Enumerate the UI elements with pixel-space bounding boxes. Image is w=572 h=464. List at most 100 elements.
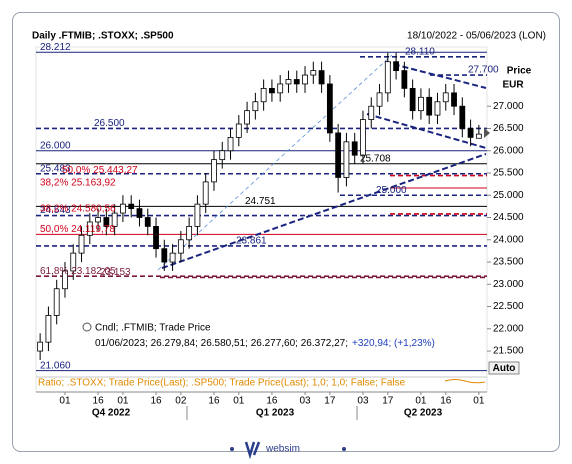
candle-body xyxy=(351,141,358,156)
price-pointer xyxy=(484,128,490,138)
candle-body xyxy=(227,136,234,152)
candle-body xyxy=(343,141,350,178)
x-tick-label: 01 xyxy=(415,396,427,407)
candle-body xyxy=(451,92,457,107)
level-label: 50,0% 24.119,78 xyxy=(40,224,115,235)
candle-body xyxy=(310,70,317,76)
candle-body xyxy=(318,70,325,85)
candle-body xyxy=(384,61,391,94)
ohlc: 01/06/2023; 26.279,84; 26.580,51; 26.277… xyxy=(95,338,348,349)
candle-body xyxy=(103,217,110,227)
x-tick-label: 02 xyxy=(175,396,187,407)
y-tick-label: 25.500 xyxy=(493,168,524,179)
x-tick-label: 16 xyxy=(93,396,105,407)
candle-body xyxy=(95,217,101,223)
candle-body xyxy=(260,88,267,103)
level-label: 23.153 xyxy=(100,267,131,278)
level-label: 25.708 xyxy=(360,153,391,164)
candle-body xyxy=(418,96,424,112)
candle-body xyxy=(285,79,292,85)
candle-body xyxy=(153,226,159,250)
candle-body xyxy=(70,252,77,272)
level-label: 28.212 xyxy=(40,42,71,53)
candle-body xyxy=(302,74,308,85)
candle-body xyxy=(459,105,466,129)
y-axis-unit: EUR xyxy=(502,80,524,91)
quarter-label: Q4 2022 xyxy=(92,408,131,419)
level-label: 61,8% 23.182,05 xyxy=(40,266,116,277)
y-tick-label: 22.500 xyxy=(493,301,524,312)
x-tick-label: 03 xyxy=(357,396,369,407)
candle-body xyxy=(186,226,193,241)
logo-mark xyxy=(244,441,261,460)
candle-body xyxy=(393,61,399,71)
auto-button-label[interactable]: Auto xyxy=(493,363,516,374)
trend-line xyxy=(161,153,487,269)
y-tick-label: 24.000 xyxy=(493,234,524,245)
x-tick-label: 16 xyxy=(208,396,220,407)
candle-body xyxy=(128,203,135,210)
candle-body xyxy=(62,270,68,290)
candle-body xyxy=(37,341,44,352)
info-values: 01/06/2023; 26.279,84; 26.580,51; 26.277… xyxy=(95,338,435,349)
candle-body xyxy=(111,212,118,227)
info-title: Cndl; .FTMIB; Trade Price xyxy=(95,323,211,334)
y-axis-label: Price xyxy=(507,66,532,77)
y-tick-label: 22.000 xyxy=(493,323,524,334)
level-label: 26.500 xyxy=(94,118,125,129)
auto-button[interactable] xyxy=(488,361,520,375)
y-tick-label: 24.500 xyxy=(493,212,524,223)
candle-body xyxy=(211,159,217,183)
candle-body xyxy=(277,83,284,94)
candle-body xyxy=(434,101,441,116)
x-tick-label: 16 xyxy=(150,396,162,407)
candle-body xyxy=(426,96,433,116)
x-tick-label: 01 xyxy=(473,396,485,407)
candle-body xyxy=(244,110,250,125)
quarter-label: Q2 2023 xyxy=(404,408,443,419)
candle-body xyxy=(293,79,300,85)
x-tick-label: 03 xyxy=(299,396,311,407)
y-tick-label: 26.500 xyxy=(493,123,524,134)
candle-body xyxy=(161,248,168,263)
level-label: 26.000 xyxy=(40,140,71,151)
x-tick-label: 17 xyxy=(382,396,394,407)
candle-body xyxy=(120,203,126,214)
level-label: 27.700 xyxy=(468,65,499,76)
candle-body xyxy=(368,105,375,120)
level-label: 24.543 xyxy=(40,205,71,216)
candle-body xyxy=(86,221,93,236)
level-label: 23.861 xyxy=(236,236,267,247)
candle-body xyxy=(467,128,474,138)
x-tick-label: 01 xyxy=(59,396,71,407)
x-tick-label: 17 xyxy=(324,396,336,407)
candle-body xyxy=(269,88,275,94)
quarter-label: Q1 2023 xyxy=(256,408,295,419)
x-tick-label: 01 xyxy=(233,396,245,407)
level-label: 38,2% 25.163,92 xyxy=(40,178,116,189)
y-tick-label: 27.000 xyxy=(493,101,524,112)
y-tick-label: 21.500 xyxy=(493,346,524,357)
candle-body xyxy=(252,101,259,112)
candle-body xyxy=(78,234,85,254)
candle-body xyxy=(194,203,201,227)
indicator-line xyxy=(444,379,486,384)
candle-body xyxy=(144,217,151,227)
level-label: 21.060 xyxy=(40,360,71,371)
indicator-label: Ratio; .STOXX; Trade Price(Last); .SP500… xyxy=(38,378,406,389)
y-tick-label: 23.500 xyxy=(493,257,524,268)
level-label: 24.751 xyxy=(245,196,276,207)
candle-body xyxy=(235,123,242,138)
candle-body xyxy=(442,92,449,103)
level-label: 28.110 xyxy=(405,46,435,57)
trend-line xyxy=(384,61,487,89)
change: +320,94; (+1,23%) xyxy=(352,338,435,349)
x-tick-label: 16 xyxy=(266,396,278,407)
brand: websim xyxy=(265,444,300,455)
candle-body xyxy=(376,92,383,107)
candle-body xyxy=(219,150,226,161)
candle-body xyxy=(169,252,176,263)
candle-body xyxy=(326,83,333,134)
candle-body xyxy=(335,132,342,178)
level-labels: 28.212 28.110 27.700 26.500 26.000 25.708 25.4… xyxy=(40,42,499,371)
